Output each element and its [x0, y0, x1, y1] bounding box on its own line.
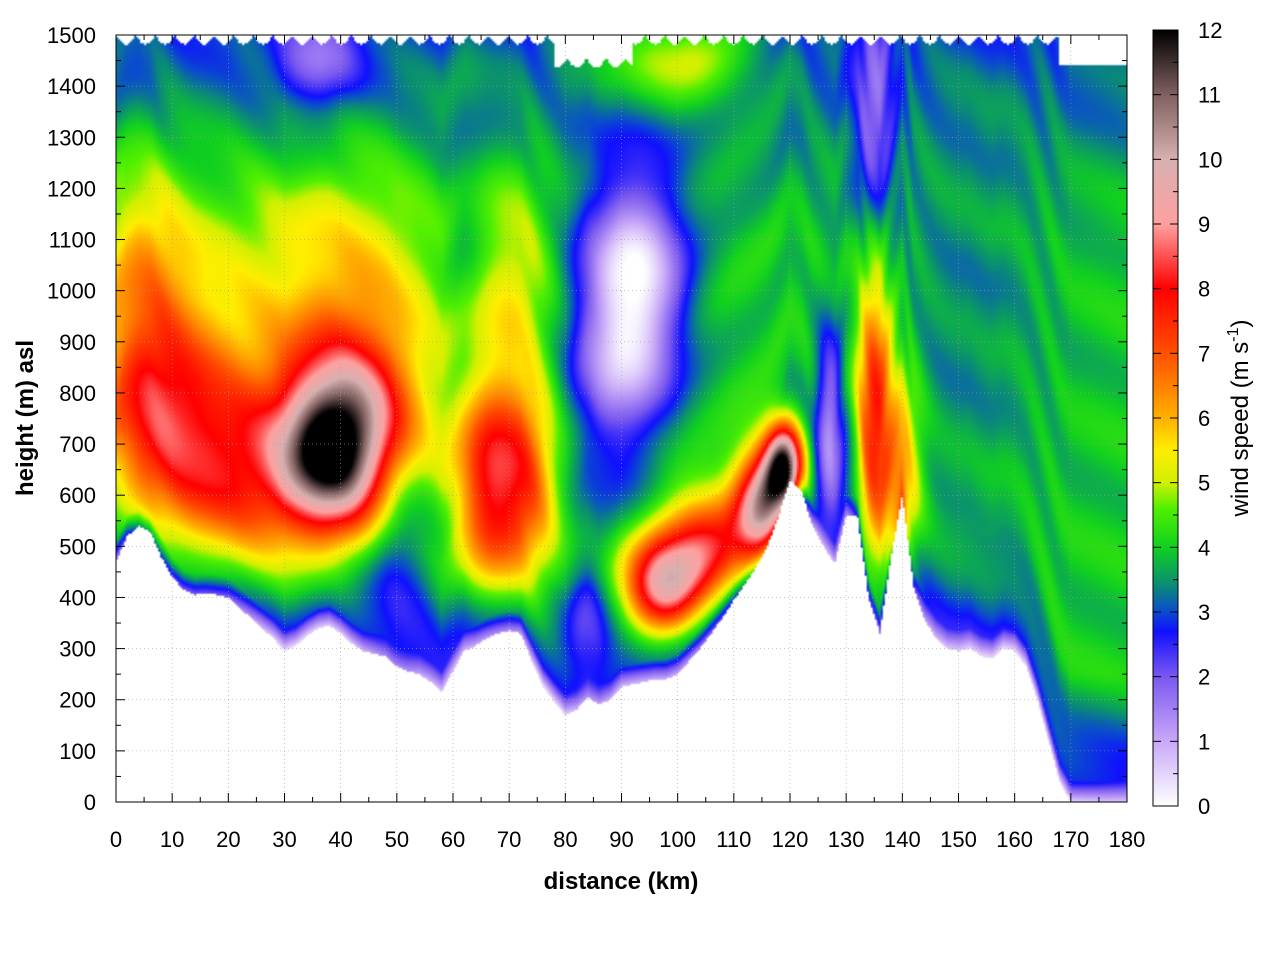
colorbar-tick-label: 3	[1198, 600, 1210, 625]
y-tick-label: 200	[59, 688, 96, 713]
y-tick-label: 300	[59, 637, 96, 662]
x-tick-label: 180	[1109, 827, 1146, 852]
y-tick-label: 100	[59, 739, 96, 764]
x-tick-label: 50	[385, 827, 409, 852]
y-tick-label: 700	[59, 432, 96, 457]
x-tick-label: 60	[441, 827, 465, 852]
x-tick-label: 140	[884, 827, 921, 852]
y-tick-label: 1500	[47, 23, 96, 48]
x-tick-label: 120	[772, 827, 809, 852]
y-tick-label: 1200	[47, 176, 96, 201]
colorbar-tick-label: 8	[1198, 277, 1210, 302]
x-tick-label: 10	[160, 827, 184, 852]
y-tick-label: 1000	[47, 279, 96, 304]
colorbar-label-main: wind speed (m s	[1227, 342, 1254, 518]
colorbar-label-exponent: -1	[1225, 327, 1242, 341]
y-tick-label: 1400	[47, 74, 96, 99]
colorbar-tick-label: 12	[1198, 18, 1222, 43]
y-tick-label: 500	[59, 534, 96, 559]
colorbar-tick-label: 9	[1198, 212, 1210, 237]
y-tick-label: 1300	[47, 125, 96, 150]
heatmap-image	[116, 35, 1127, 802]
colorbar-tick-label: 0	[1198, 794, 1210, 819]
y-tick-label: 600	[59, 483, 96, 508]
y-tick-label: 400	[59, 585, 96, 610]
colorbar-tick-label: 11	[1198, 83, 1221, 108]
x-tick-label: 70	[497, 827, 521, 852]
x-tick-label: 30	[272, 827, 296, 852]
x-tick-label: 40	[328, 827, 352, 852]
colorbar-label: wind speed (m s-1)	[1225, 320, 1254, 518]
x-axis-ticks: 0 10 20 30 40 50 60 70 80 90 100 110 120 130 140 150 160…	[110, 35, 1145, 852]
colorbar-label-close: )	[1227, 320, 1254, 328]
y-axis-label: height (m) asl	[12, 340, 39, 496]
y-tick-label: 900	[59, 330, 96, 355]
colorbar-tick-label: 4	[1198, 535, 1210, 560]
x-tick-label: 80	[553, 827, 577, 852]
x-tick-label: 170	[1052, 827, 1089, 852]
x-tick-label: 0	[110, 827, 122, 852]
x-tick-label: 110	[716, 827, 751, 852]
y-tick-label: 800	[59, 381, 96, 406]
colorbar-tick-label: 6	[1198, 406, 1210, 431]
grid-lines	[116, 35, 1127, 802]
colorbar-tick-label: 2	[1198, 665, 1210, 690]
colorbar-tick-label: 5	[1198, 471, 1210, 496]
x-tick-label: 150	[940, 827, 977, 852]
x-tick-label: 130	[828, 827, 865, 852]
colorbar-tick-label: 1	[1198, 729, 1210, 754]
x-tick-label: 100	[659, 827, 696, 852]
colorbar-tick-label: 7	[1198, 341, 1210, 366]
colorbar-tick-label: 10	[1198, 147, 1222, 172]
x-tick-label: 90	[609, 827, 633, 852]
y-tick-label: 1100	[49, 228, 96, 253]
x-axis-label: distance (km)	[544, 868, 699, 895]
x-tick-label: 20	[216, 827, 240, 852]
x-tick-label: 160	[996, 827, 1033, 852]
y-tick-label: 0	[84, 790, 96, 815]
y-axis-ticks: 0 100 200 300 400 500 600 700 800 900 1000 1100 1200…	[47, 23, 1127, 815]
